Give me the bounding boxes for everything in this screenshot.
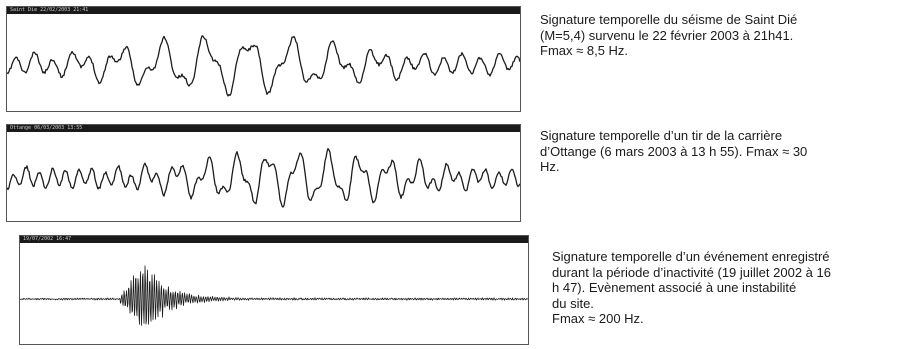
waveform-line-3 — [20, 265, 528, 326]
waveform-line-1 — [7, 35, 520, 97]
seismogram-titlebar-2: Ottange 06/03/2003 13:55 — [7, 125, 520, 132]
caption-2-line-3: Hz. — [540, 159, 560, 174]
waveform-line-2 — [7, 147, 520, 208]
seismogram-title-1: Saint Die 22/02/2003 21:41 — [10, 7, 89, 13]
waveform-trace-2 — [7, 147, 520, 208]
caption-1-line-2: (M=5,4) survenu le 22 février 2003 à 21h… — [540, 27, 794, 43]
seismogram-panel-1: Saint Die 22/02/2003 21:41 — [6, 6, 521, 112]
caption-1-line-1: Signature temporelle du séisme de Saint … — [540, 12, 798, 27]
caption-2-line-2: d’Ottange (6 mars 2003 à 13 h 55). Fmax … — [540, 143, 808, 159]
waveform-trace-3 — [20, 265, 528, 326]
seismogram-plot-1 — [7, 14, 520, 111]
caption-1-line-3: Fmax ≈ 8,5 Hz. — [540, 43, 629, 58]
caption-3-line-4: du site. — [552, 295, 594, 311]
caption-3-line-1: Signature temporelle d’un événement enre… — [552, 249, 830, 264]
caption-1: Signature temporelle du séisme de Saint … — [540, 12, 797, 59]
seismogram-panel-3: 19/07/2002 16:47 — [19, 235, 529, 345]
seismogram-title-3: 19/07/2002 16:47 — [23, 236, 72, 242]
seismogram-plot-2 — [7, 132, 520, 221]
waveform-trace-1 — [7, 35, 520, 97]
caption-3-line-5: Fmax ≈ 200 Hz. — [552, 311, 644, 326]
seismogram-titlebar-1: Saint Die 22/02/2003 21:41 — [7, 7, 520, 14]
seismogram-titlebar-3: 19/07/2002 16:47 — [20, 236, 528, 243]
seismogram-title-2: Ottange 06/03/2003 13:55 — [10, 125, 83, 131]
caption-3-line-2: durant la période d’inactivité (19 juill… — [552, 264, 831, 280]
caption-2: Signature temporelle d’un tir de la carr… — [540, 128, 807, 175]
seismogram-plot-3 — [20, 243, 528, 344]
seismogram-panel-2: Ottange 06/03/2003 13:55 — [6, 124, 521, 222]
caption-3: Signature temporelle d’un événement enre… — [552, 249, 831, 327]
caption-3-line-3: h 47). Evènement associé à une instabili… — [552, 280, 797, 295]
caption-2-line-1: Signature temporelle d’un tir de la carr… — [540, 128, 783, 143]
